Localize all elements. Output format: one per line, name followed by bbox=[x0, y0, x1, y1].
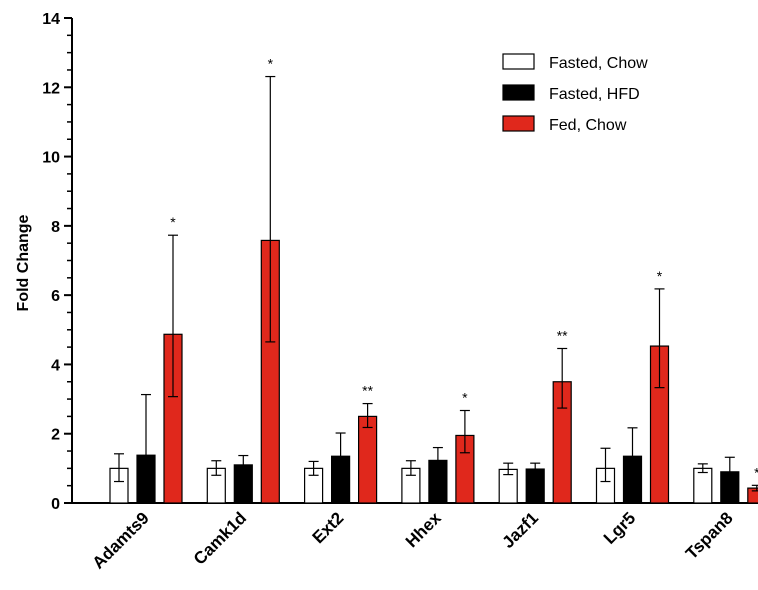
category-labels-group: Adamts9 Camk1d Ext2 Hhex Jazf1 Lgr5 Tspan8 bbox=[89, 508, 737, 573]
legend-swatch bbox=[502, 115, 535, 132]
bar-adamts9-series-2 bbox=[136, 454, 156, 504]
bar-ext2-series-3 bbox=[358, 415, 378, 504]
legend-label: Fed, Chow bbox=[549, 117, 627, 134]
category-label: Camk1d bbox=[190, 508, 250, 568]
y-tick-label: 14 bbox=[42, 11, 60, 28]
y-axis-title: Fold Change bbox=[15, 214, 32, 311]
bar-jazf1-series-2 bbox=[525, 468, 545, 504]
category-label: Tspan8 bbox=[682, 508, 737, 563]
bar-lgr5-series-2 bbox=[622, 455, 643, 504]
category-label: Hhex bbox=[402, 508, 445, 551]
legend: Fasted, Chow Fasted, HFD Fed, Chow bbox=[502, 53, 648, 134]
category-label: Ext2 bbox=[309, 508, 348, 547]
significance-marker: * bbox=[462, 390, 468, 406]
bars-group bbox=[109, 239, 758, 504]
significance-marker: * bbox=[170, 214, 176, 230]
category-label: Jazf1 bbox=[499, 508, 543, 552]
significance-group: ********* bbox=[170, 56, 758, 481]
legend-label: Fasted, Chow bbox=[549, 55, 648, 72]
legend-label: Fasted, HFD bbox=[549, 86, 640, 103]
bar-camk1d-series-2 bbox=[233, 464, 253, 504]
y-tick-label: 12 bbox=[42, 80, 60, 97]
bar-ext2-series-2 bbox=[331, 455, 351, 504]
legend-swatch bbox=[502, 53, 535, 70]
bar-tspan8-series-2 bbox=[720, 471, 740, 504]
y-axis: 0 2 4 6 8 10 12 14 bbox=[42, 11, 73, 513]
significance-marker: * bbox=[657, 268, 663, 284]
y-tick-label: 0 bbox=[51, 496, 60, 513]
y-tick-label: 2 bbox=[51, 427, 60, 444]
legend-swatch bbox=[502, 84, 535, 101]
category-label: Adamts9 bbox=[89, 508, 153, 572]
category-label: Lgr5 bbox=[600, 508, 639, 547]
y-tick-label: 8 bbox=[51, 219, 60, 236]
y-tick-label: 10 bbox=[42, 150, 60, 167]
y-tick-label: 4 bbox=[51, 357, 60, 374]
significance-marker: * bbox=[754, 464, 758, 480]
bar-tspan8-series-1 bbox=[693, 467, 713, 504]
significance-marker: ** bbox=[362, 383, 373, 399]
bar-hhex-series-2 bbox=[428, 459, 448, 504]
error-bars-group bbox=[114, 75, 758, 492]
significance-marker: * bbox=[268, 56, 274, 72]
y-tick-label: 6 bbox=[51, 288, 60, 305]
significance-marker: ** bbox=[557, 327, 568, 343]
